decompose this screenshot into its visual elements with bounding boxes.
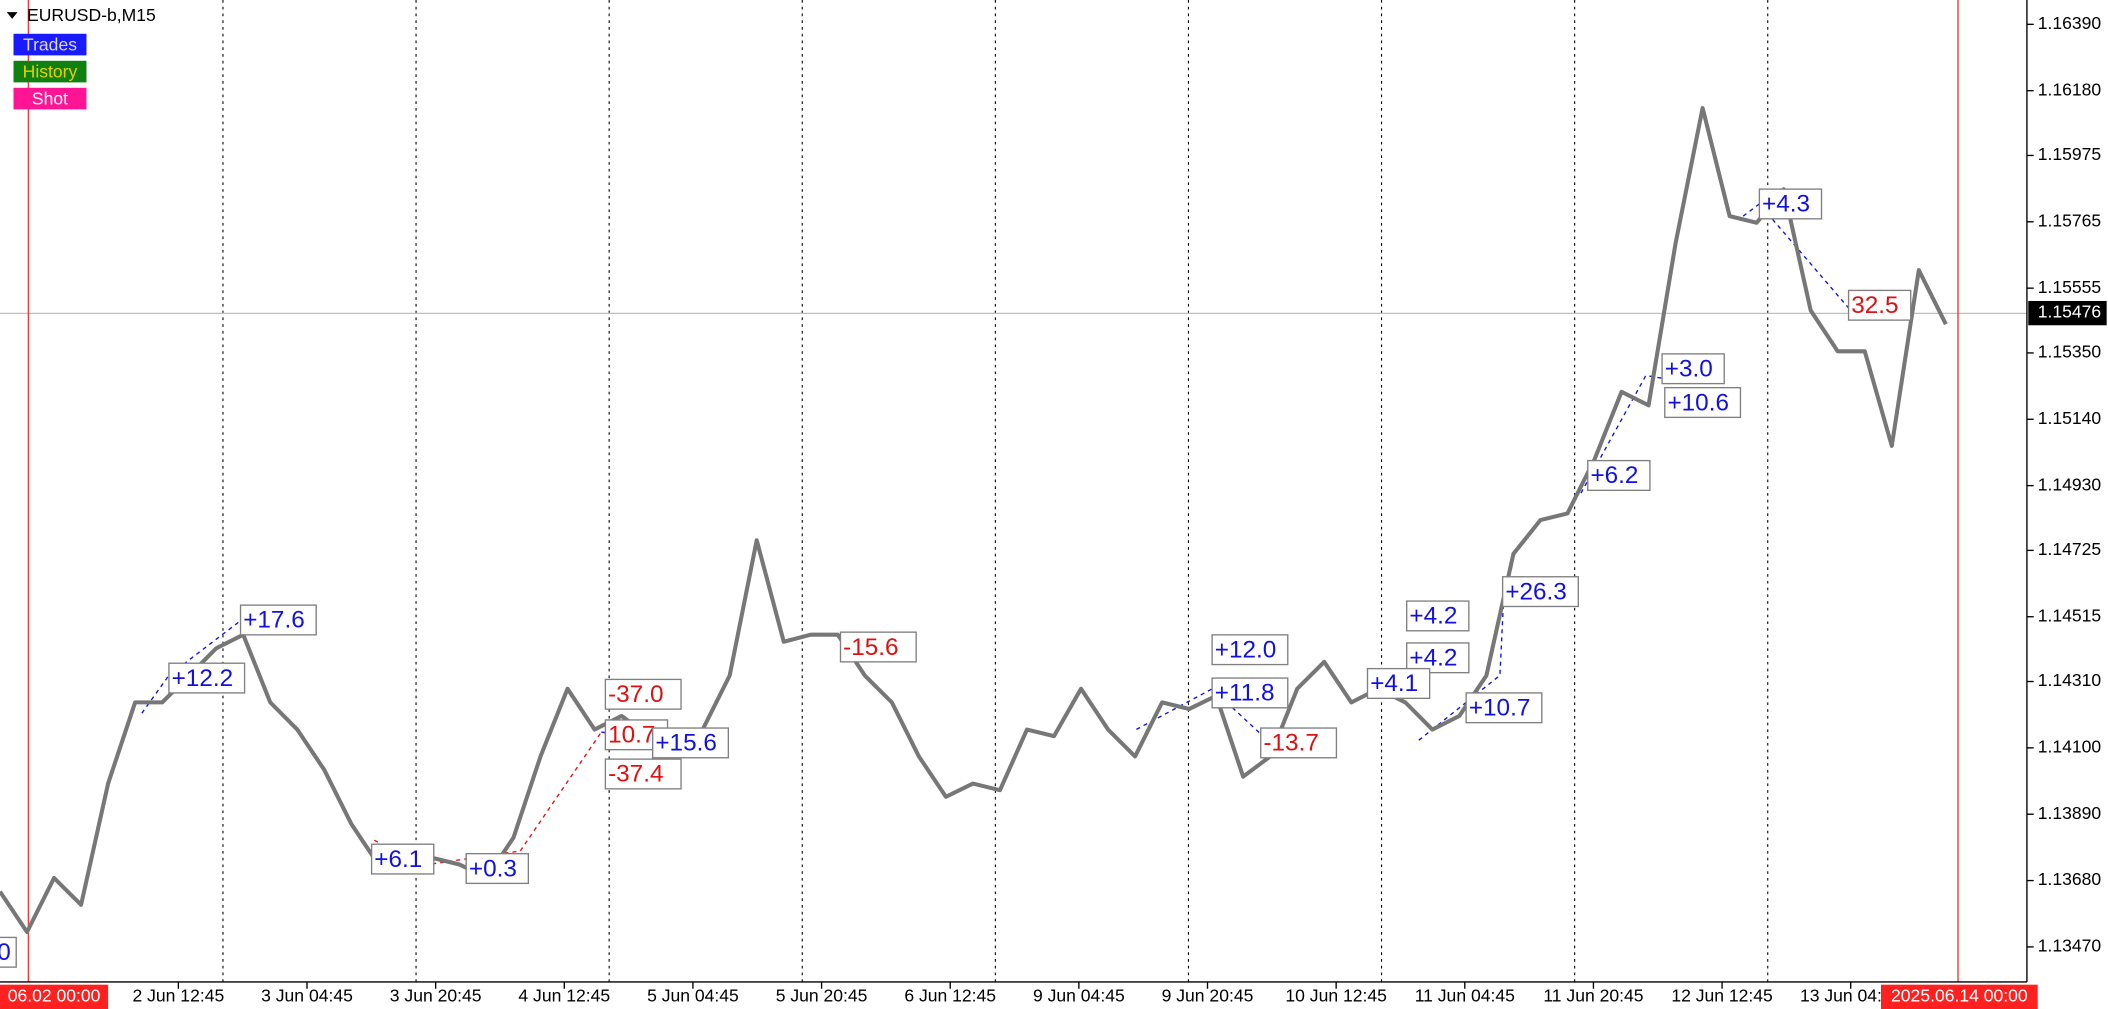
trade-label: 10.7 <box>608 722 655 749</box>
menu-arrow[interactable] <box>6 12 18 19</box>
trade-label: -15.6 <box>843 634 898 661</box>
current-price-box <box>2028 300 2107 326</box>
trade-label: +4.3 <box>1762 191 1810 218</box>
trade-label-box <box>1847 289 1912 321</box>
y-tick-label: 1.14930 <box>2038 474 2102 494</box>
trade-label: +17.6 <box>243 607 304 634</box>
trade-label-box <box>839 631 917 663</box>
trade-label-box <box>1211 677 1289 709</box>
range-start-box <box>0 984 109 1009</box>
y-tick-label: 1.15765 <box>2038 210 2102 230</box>
trade-label-box <box>1406 600 1470 632</box>
y-tick-label: 1.13470 <box>2038 936 2102 956</box>
grid <box>222 0 1769 982</box>
trade-label-box <box>168 662 246 694</box>
range-start-label: 06.02 00:00 <box>8 985 101 1005</box>
trade-label: +4.2 <box>1409 645 1457 672</box>
trade-label-box <box>1260 727 1338 759</box>
x-tick-label: 6 Jun 12:45 <box>904 985 996 1005</box>
shot-button-label[interactable]: Shot <box>32 89 68 109</box>
x-tick-label: 2 Jun 12:45 <box>133 985 225 1005</box>
trade-label-box <box>0 936 17 968</box>
trade-label-box <box>370 843 435 875</box>
trade-label: +10.7 <box>1469 695 1530 722</box>
trade-line <box>1418 591 1505 741</box>
x-tick-label: 3 Jun 20:45 <box>390 985 482 1005</box>
trade-label: -13.7 <box>1263 730 1318 757</box>
trade-label-box <box>1406 642 1470 674</box>
range-end-label: 2025.06.14 00:00 <box>1891 985 2028 1005</box>
trade-label: +4.1 <box>1370 670 1418 697</box>
y-tick-label: 1.15350 <box>2038 342 2102 362</box>
y-tick-label: 1.14515 <box>2038 605 2102 625</box>
y-tick-label: 1.16390 <box>2038 13 2102 33</box>
price-line <box>0 106 1948 935</box>
y-tick-label: 1.15555 <box>2038 277 2102 297</box>
y-tick-label: 1.15140 <box>2038 408 2102 428</box>
y-tick-label: 1.16180 <box>2038 79 2102 99</box>
trade-label: 0 <box>0 939 11 966</box>
range-end-box <box>1880 984 2038 1009</box>
trade-label: -37.0 <box>608 681 663 708</box>
y-tick-label: 1.14725 <box>2038 539 2102 559</box>
trade-label: -37.4 <box>608 761 663 788</box>
y-tick-label: 1.13890 <box>2038 803 2102 823</box>
trade-label: +10.6 <box>1667 389 1728 416</box>
y-tick-label: 1.14310 <box>2038 670 2102 690</box>
trade-label-box <box>651 727 730 759</box>
trade-line <box>141 618 244 714</box>
trades-button-label[interactable]: Trades <box>23 35 77 55</box>
x-tick-label: 5 Jun 20:45 <box>776 985 868 1005</box>
trade-label-box <box>1465 692 1543 724</box>
x-tick-label: 10 Jun 12:45 <box>1285 985 1387 1005</box>
x-tick-label: 12 Jun 12:45 <box>1671 985 1773 1005</box>
trade-label-box <box>1211 634 1289 666</box>
trade-label-box <box>1587 459 1651 491</box>
trade-label-box <box>604 758 682 790</box>
trade-label: +11.8 <box>1215 680 1275 707</box>
price-series <box>0 106 1948 935</box>
x-tick-label: 9 Jun 20:45 <box>1162 985 1254 1005</box>
y-tick-label: 1.14100 <box>2038 737 2102 757</box>
trade-label: +12.2 <box>172 665 233 692</box>
y-tick-label: 1.13680 <box>2038 869 2102 889</box>
trade-label: +0.3 <box>469 855 517 882</box>
trade-label: +6.2 <box>1590 462 1638 489</box>
trade-label: +6.1 <box>374 846 422 873</box>
trade-label: +26.3 <box>1505 578 1566 605</box>
trade-label-box <box>1758 188 1823 220</box>
y-tick-label: 1.15975 <box>2038 144 2102 164</box>
trades-button[interactable] <box>13 33 87 56</box>
history-button-label[interactable]: History <box>23 62 78 82</box>
trade-label-box <box>1366 667 1431 700</box>
trade-label-box <box>1501 576 1579 608</box>
trade-label: +4.2 <box>1409 603 1457 630</box>
x-tick-label: 11 Jun 04:45 <box>1415 985 1515 1005</box>
trade-label-box <box>1664 386 1742 419</box>
trade-label-box <box>239 604 317 636</box>
annotations: +12.2 +17.6 +6.1 +0.3 -37.0 10.7 -37.4 +15.6 -15… <box>0 188 1912 968</box>
x-tick-label: 5 Jun 04:45 <box>647 985 739 1005</box>
trade-label-box <box>604 678 682 710</box>
current-price-label: 1.15476 <box>2038 302 2101 322</box>
x-tick-label: 9 Jun 04:45 <box>1033 985 1125 1005</box>
x-tick-label: 4 Jun 12:45 <box>518 985 610 1005</box>
trade-label: +12.0 <box>1215 636 1276 663</box>
symbol-title: EURUSD-b,M15 <box>27 5 156 25</box>
trade-label-box <box>1661 353 1725 385</box>
x-tick-label: 13 Jun 04:45 <box>1800 985 1902 1005</box>
axis-labels: 1.16390 1.16180 1.15975 1.15765 1.15555 1.153… <box>0 13 2107 1009</box>
x-tick-label: 3 Jun 04:45 <box>261 985 353 1005</box>
trade-label: +3.0 <box>1665 356 1713 383</box>
trade-label-box <box>465 852 530 885</box>
history-button[interactable] <box>13 60 87 83</box>
trade-label: +15.6 <box>655 730 716 757</box>
x-tick-label: 11 Jun 20:45 <box>1543 985 1643 1005</box>
shot-button[interactable] <box>13 87 87 110</box>
trade-label: 32.5 <box>1851 292 1898 319</box>
